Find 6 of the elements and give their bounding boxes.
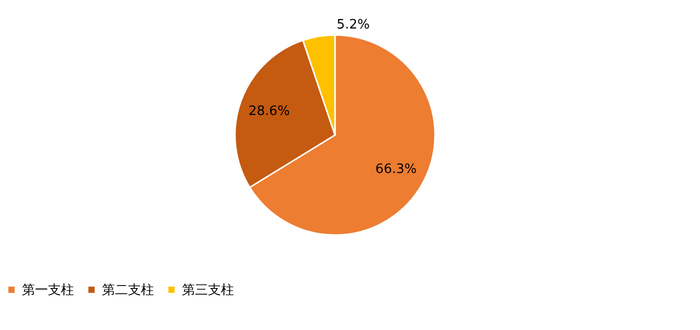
legend-label: 第一支柱 (22, 282, 74, 298)
data-label: 5.2% (336, 17, 370, 32)
legend-label: 第三支柱 (182, 282, 234, 298)
data-label: 66.3% (375, 162, 417, 178)
legend-label: 第二支柱 (102, 282, 154, 298)
data-label: 28.6% (248, 104, 290, 120)
